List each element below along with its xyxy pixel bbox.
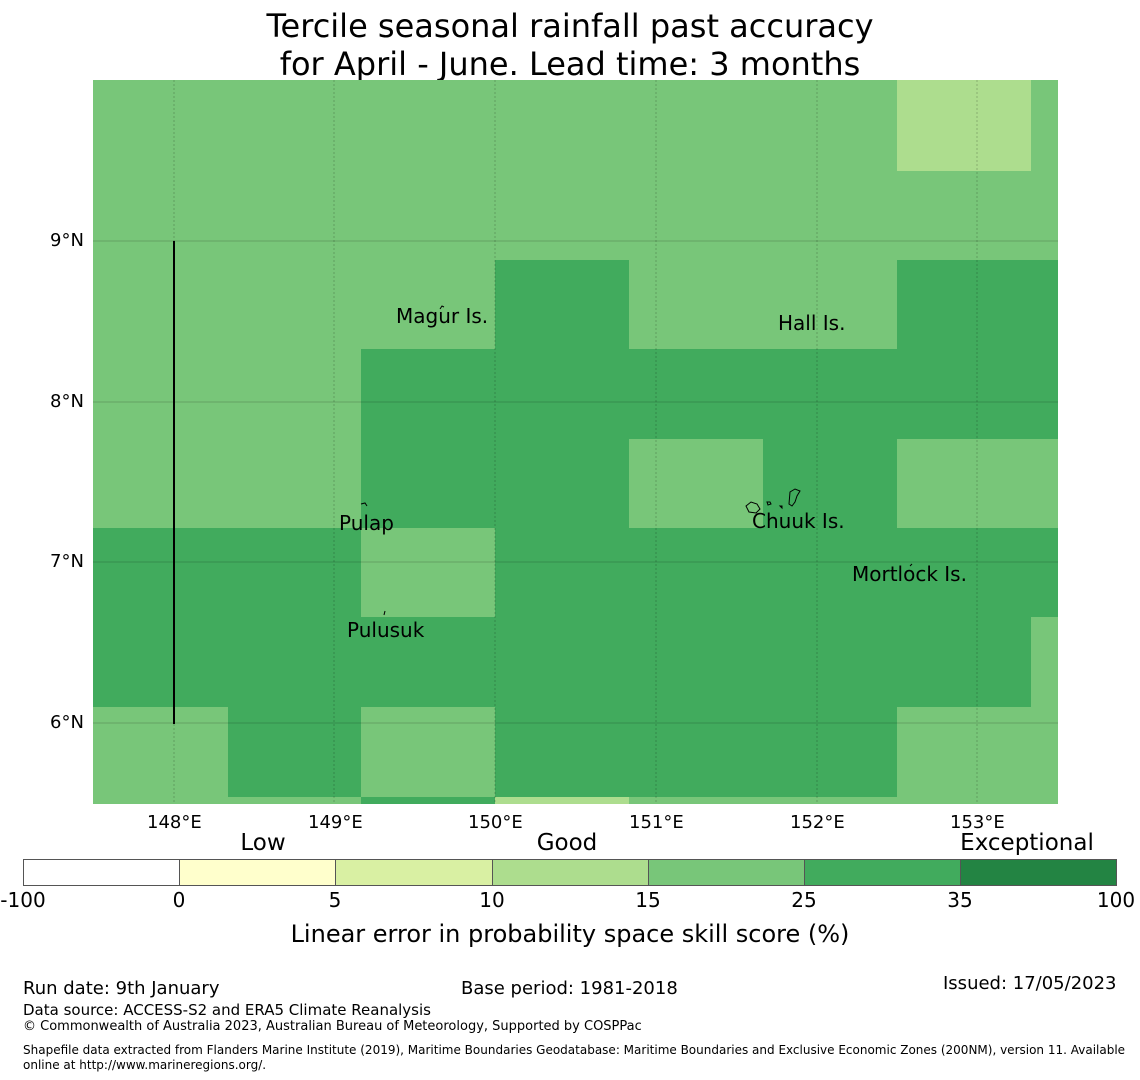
data-source: Data source: ACCESS-S2 and ERA5 Climate …	[23, 1001, 431, 1019]
colorbar-tick: 5	[328, 888, 342, 912]
colorbar-tick: 15	[635, 888, 661, 912]
colorbar-segment-2	[179, 859, 336, 886]
colorbar-tick: 35	[947, 888, 973, 912]
skill-cell	[629, 439, 763, 528]
run-date: Run date: 9th January	[23, 978, 220, 999]
place-pulap: Pulap	[339, 511, 394, 535]
category-exceptional: Exceptional	[960, 830, 1094, 856]
skill-cell	[495, 260, 629, 797]
colorbar-segment-6	[804, 859, 961, 886]
colorbar-tick: 0	[172, 888, 186, 912]
place-chuuk: Chuuk Is.	[752, 509, 845, 533]
lon-label-153: 153°E	[950, 812, 1005, 833]
chuuk-island-east	[788, 488, 801, 507]
skill-cell	[1031, 528, 1058, 617]
category-low: Low	[240, 830, 286, 856]
chuuk-island-west	[745, 501, 761, 514]
skill-cell	[495, 797, 629, 804]
lat-label-6: 6°N	[50, 712, 84, 733]
colorbar-tick: -100	[0, 888, 46, 912]
copyright: © Commonwealth of Australia 2023, Austra…	[23, 1019, 642, 1034]
magur-island	[439, 305, 445, 310]
colorbar-tick: 100	[1096, 888, 1136, 912]
colorbar-segment-5	[648, 859, 805, 886]
colorbar-label: Linear error in probability space skill …	[290, 920, 850, 948]
lon-label-150: 150°E	[468, 812, 523, 833]
colorbar-segment-7	[960, 859, 1117, 886]
colorbar-tick: 25	[791, 888, 817, 912]
skill-cell	[361, 349, 495, 528]
base-period: Base period: 1981-2018	[461, 978, 678, 999]
colorbar-segment-4	[492, 859, 649, 886]
skill-cell	[93, 528, 361, 707]
skill-cell	[361, 617, 495, 707]
lon-label-149: 149°E	[308, 812, 363, 833]
graticule	[93, 80, 1058, 804]
pulap-island	[360, 502, 368, 507]
place-hall: Hall Is.	[778, 311, 846, 335]
place-mortlock: Mortlock Is.	[852, 562, 967, 586]
shapefile-credit-line-2: online at http://www.marineregions.org/.	[23, 1058, 267, 1072]
colorbar-segment-3	[335, 859, 493, 886]
colorbar-segment-1	[23, 859, 180, 886]
shapefile-credit-line-1: Shapefile data extracted from Flanders M…	[23, 1043, 1126, 1057]
pulusuk-island	[383, 610, 386, 616]
lat-label-7: 7°N	[50, 551, 84, 572]
lon-label-148: 148°E	[147, 812, 202, 833]
lat-label-9: 9°N	[50, 230, 84, 251]
place-magur: Magur Is.	[396, 304, 489, 328]
category-good: Good	[536, 830, 598, 856]
mortlock-island	[909, 563, 913, 567]
chuuk-islet-2	[778, 505, 783, 510]
chart-title-line-1: Tercile seasonal rainfall past accuracy	[266, 7, 874, 45]
island-outlines	[360, 305, 913, 616]
lon-label-151: 151°E	[629, 812, 684, 833]
skill-cell	[228, 707, 361, 797]
colorbar-tick: 10	[479, 888, 505, 912]
chart-title-line-2: for April - June. Lead time: 3 months	[279, 45, 861, 83]
skill-cell	[361, 797, 495, 804]
skill-cell	[897, 80, 1031, 171]
chuuk-islet-1	[766, 501, 772, 506]
lat-label-8: 8°N	[50, 391, 84, 412]
lon-label-152: 152°E	[790, 812, 845, 833]
skill-cell	[629, 349, 897, 797]
issued-date: Issued: 17/05/2023	[943, 973, 1117, 994]
skill-cell	[897, 260, 1058, 439]
skill-grid	[93, 80, 1058, 804]
place-pulusuk: Pulusuk	[347, 618, 425, 642]
skill-cell	[897, 528, 1031, 707]
